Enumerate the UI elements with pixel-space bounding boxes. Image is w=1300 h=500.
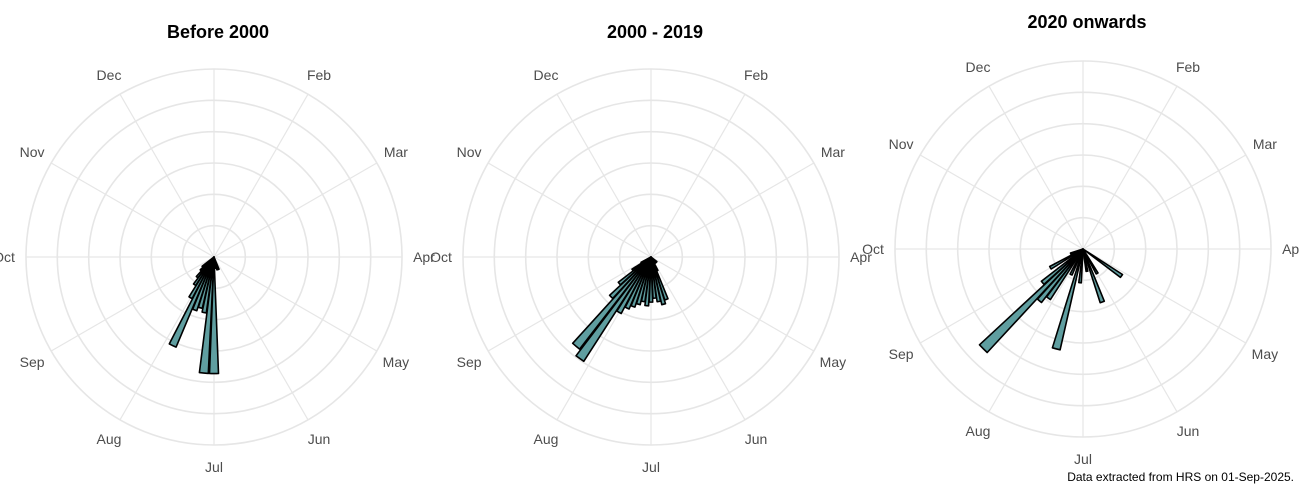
month-label-oct: Oct [0,249,15,265]
month-label-aug: Aug [97,431,122,447]
month-label-feb: Feb [744,67,768,83]
month-label-aug: Aug [966,423,991,439]
month-label-nov: Nov [457,144,482,160]
grid-spoke [50,256,215,352]
grid-spoke [988,85,1084,250]
month-label-aug: Aug [534,431,559,447]
polar-bar [650,256,667,306]
grid-spoke [119,93,215,258]
polar-bar [1082,248,1106,304]
month-label-oct: Oct [430,249,452,265]
grid-spoke [213,256,309,421]
month-label-dec: Dec [534,67,559,83]
month-label-jun: Jun [1177,423,1200,439]
grid-spoke [650,93,746,258]
month-label-apr: Apr [850,249,872,265]
grid-spoke [213,256,378,352]
month-label-mar: Mar [1253,136,1277,152]
month-label-apr: Apr [1282,241,1300,257]
polar-bar [1082,248,1124,279]
month-label-sep: Sep [20,354,45,370]
polar-bar [1051,248,1084,351]
polar-chart-3: Feb Mar Apr May Jun Jul Aug Sep Oct Nov Dec 2020 on… [862,12,1300,467]
grid-spoke [213,93,309,258]
polar-bar [1082,248,1089,273]
month-label-mar: Mar [384,144,408,160]
month-label-may: May [1252,346,1278,362]
chart-title: 2020 onwards [1027,12,1146,32]
grid-spoke [988,248,1084,413]
grid-spoke [50,162,215,258]
month-label-sep: Sep [889,346,914,362]
polar-bar [978,248,1084,354]
grid-spoke [650,256,746,421]
polar-bar [640,256,652,264]
month-label-feb: Feb [1176,59,1200,75]
polar-bar [1078,248,1084,284]
month-label-may: May [383,354,409,370]
chart-title: Before 2000 [167,22,269,42]
grid-spoke [919,154,1084,250]
polar-bar [1069,248,1084,255]
grid-spoke [213,162,378,258]
polar-chart-1: Feb Mar Apr May Jun Jul Aug Sep Oct Nov Dec Before … [0,22,435,475]
polar-bar [575,256,652,363]
chart-title: 2000 - 2019 [607,22,703,42]
grid-spoke [1082,248,1247,344]
grid-spoke [1082,85,1178,250]
polar-bar [201,256,215,268]
grid-spoke [650,256,815,352]
polar-bar [1048,248,1084,270]
grid-spoke [1082,154,1247,250]
month-label-jul: Jul [1074,451,1092,467]
month-label-apr: Apr [413,249,435,265]
month-label-oct: Oct [862,241,884,257]
polar-bar [213,256,220,271]
month-label-nov: Nov [889,136,914,152]
month-label-dec: Dec [966,59,991,75]
polar-bar [571,256,652,350]
polar-bar [650,256,662,303]
grid-spoke [487,162,652,258]
grid-spoke [1082,248,1178,413]
month-label-may: May [820,354,846,370]
grid-spoke [487,256,652,352]
month-label-feb: Feb [307,67,331,83]
grid-spoke [650,162,815,258]
polar-bar [1082,248,1099,275]
month-label-jul: Jul [205,459,223,475]
month-label-nov: Nov [20,144,45,160]
month-label-jun: Jun [745,431,768,447]
month-label-mar: Mar [821,144,845,160]
month-label-dec: Dec [97,67,122,83]
polar-chart-2: Feb Mar Apr May Jun Jul Aug Sep Oct Nov Dec 2000 - … [430,22,872,475]
polar-bar [208,256,220,375]
month-label-jun: Jun [308,431,331,447]
polar-bar [1040,248,1084,286]
grid-spoke [556,93,652,258]
month-label-jul: Jul [642,459,660,475]
polar-bar [1069,248,1084,276]
data-source-caption: Data extracted from HRS on 01-Sep-2025. [1067,470,1294,484]
month-label-sep: Sep [457,354,482,370]
